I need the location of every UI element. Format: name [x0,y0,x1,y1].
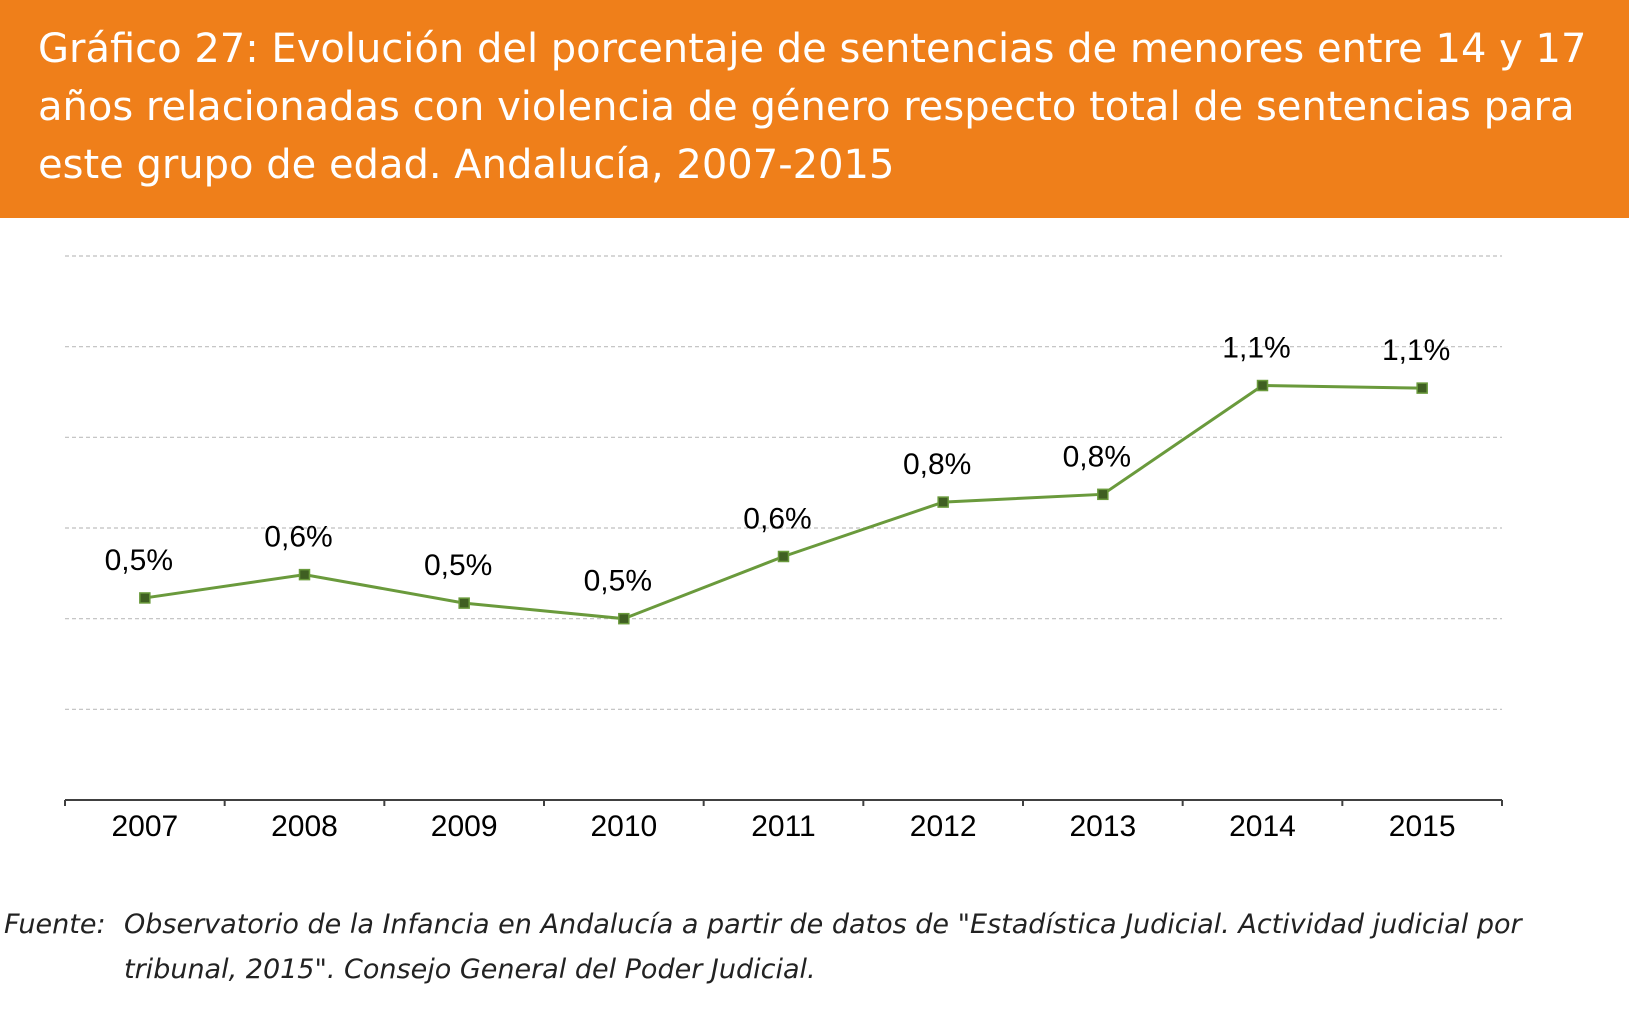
data-point [1097,488,1109,501]
data-label: 0,6% [264,521,332,554]
data-point [1256,379,1269,392]
source-text: Observatorio de la Infancia en Andalucía… [124,909,1522,985]
gridlines [65,255,1502,710]
data-label: 0,8% [1063,440,1131,473]
x-axis: 2007 2008 2009 2010 2011 2012 2013 2014 2015 [64,799,1503,843]
data-label: 1,1% [1222,332,1290,365]
title-banner: Gráfico 27: Evolución del porcentaje de … [0,0,1629,218]
x-tick-label: 2009 [431,810,498,843]
series [139,379,1428,625]
data-point [777,550,790,563]
data-labels: 0,5% 0,6% 0,5% 0,5% 0,6% 0,8% 0,8% 1,1% 1,1% [105,332,1451,598]
data-label: 0,8% [903,448,971,481]
x-tick-label: 2013 [1069,810,1136,843]
data-label: 0,5% [105,544,173,577]
data-point [1416,382,1428,394]
x-tick-label: 2011 [751,810,816,843]
data-point [937,496,949,508]
line-chart: 2007 2008 2009 2010 2011 2012 2013 2014 2015 0,5… [64,255,1503,843]
x-tick-label: 2014 [1229,810,1296,843]
x-tick-label: 2007 [111,810,178,843]
data-point [139,592,151,604]
x-tick-label: 2015 [1389,810,1456,843]
x-tick-label: 2008 [271,810,338,843]
source-label: Fuente: [4,909,106,940]
data-label: 0,6% [743,502,811,535]
x-tick-label: 2012 [910,810,977,843]
data-point [298,568,311,581]
x-tick-label: 2010 [590,810,657,843]
data-label: 1,1% [1382,334,1450,367]
data-point [618,612,630,625]
data-label: 0,5% [424,549,492,582]
data-label: 0,5% [584,565,652,598]
chart-title: Gráfico 27: Evolución del porcentaje de … [38,26,1587,188]
data-point [458,597,470,609]
